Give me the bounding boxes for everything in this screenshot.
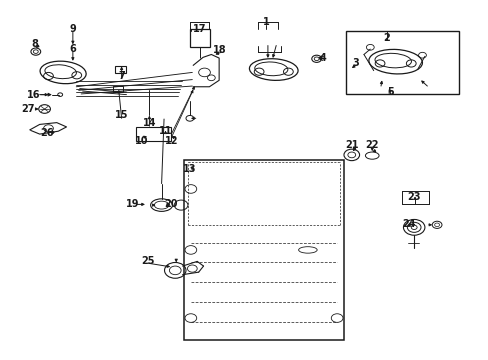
Text: 25: 25 [141,256,154,266]
Text: 6: 6 [69,44,76,54]
Text: 13: 13 [183,164,196,174]
Text: 23: 23 [407,192,420,202]
Text: 16: 16 [27,90,41,100]
Text: 24: 24 [402,219,415,229]
Bar [183,160,344,339]
Text: 18: 18 [213,45,226,55]
Text: 14: 14 [142,118,156,128]
Text: 11: 11 [159,126,172,135]
Text: 9: 9 [69,24,76,35]
Text: 20: 20 [164,199,178,210]
Text: 27: 27 [20,104,34,114]
Text: 2: 2 [383,33,389,43]
Bar [345,31,458,94]
Bar [189,29,210,46]
Text: 19: 19 [125,199,139,210]
Bar [113,86,122,92]
Text: 7: 7 [118,71,125,81]
Text: 4: 4 [319,53,325,63]
Text: 26: 26 [40,129,54,138]
Bar [115,66,126,73]
Text: 3: 3 [351,58,358,68]
Text: 1: 1 [263,17,269,27]
Polygon shape [193,54,219,87]
Text: 12: 12 [164,136,178,145]
Text: 17: 17 [192,24,206,34]
Text: 8: 8 [31,39,38,49]
Text: 10: 10 [135,136,148,145]
Text: 15: 15 [115,111,128,121]
Text: 21: 21 [345,140,358,150]
Text: 5: 5 [386,87,393,97]
Text: 22: 22 [365,140,378,150]
Bar [136,127,171,141]
